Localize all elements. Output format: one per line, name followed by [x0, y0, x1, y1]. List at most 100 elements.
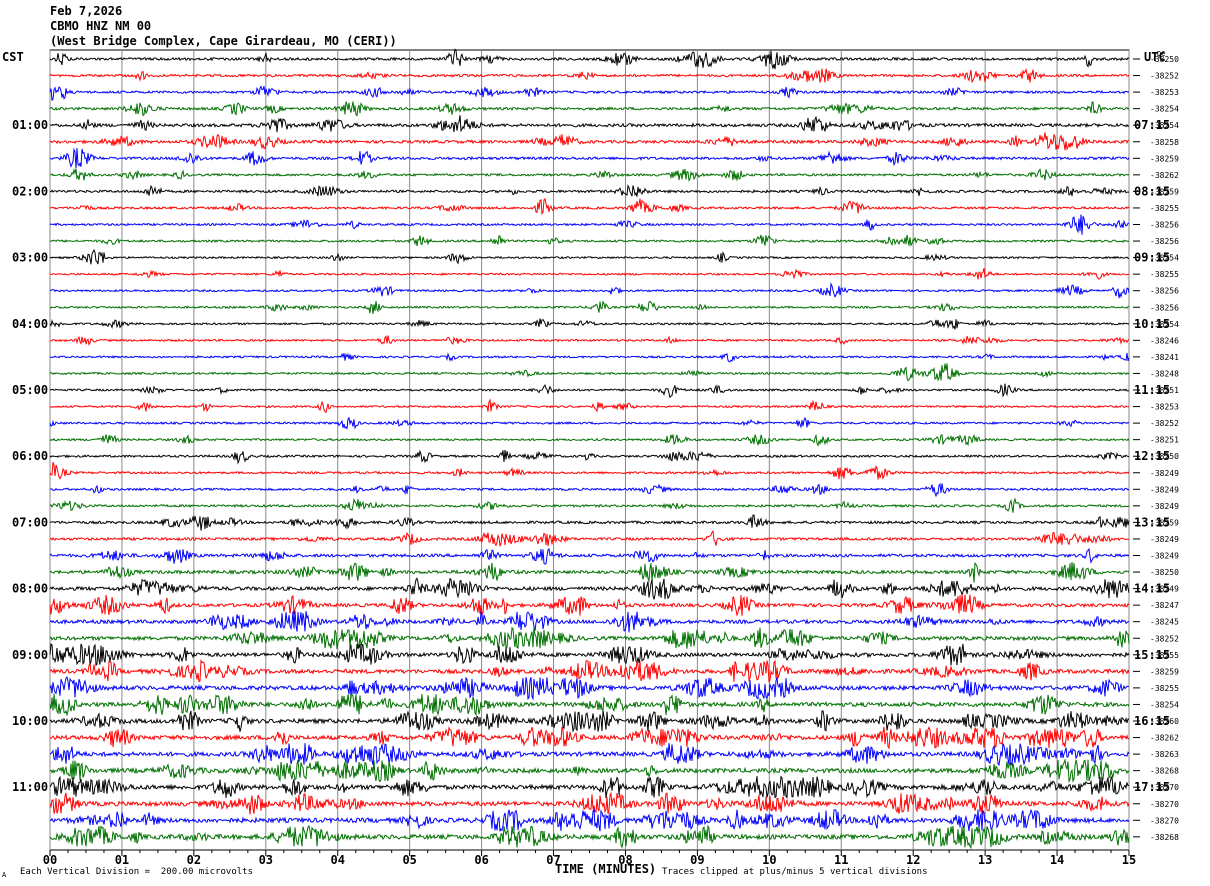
- right-hour-label: 10:15: [1134, 317, 1170, 331]
- dc-offset-label: -38246: [1150, 336, 1179, 345]
- seismic-trace: [49, 147, 1130, 169]
- left-hour-label: 07:00: [12, 515, 48, 529]
- plot-frame: [49, 49, 1130, 851]
- seismic-trace: [49, 774, 1130, 799]
- header-date: Feb 7,2026: [50, 4, 123, 18]
- seismic-trace: [49, 300, 1130, 315]
- right-hour-label: 13:15: [1134, 515, 1170, 529]
- seismic-trace: [49, 335, 1130, 346]
- seismic-trace: [49, 643, 1130, 667]
- seismic-trace: [49, 101, 1130, 117]
- right-hour-label: 08:15: [1134, 184, 1170, 198]
- seismic-trace: [49, 248, 1130, 265]
- x-tick-label: 00: [43, 853, 57, 867]
- seismic-trace: [49, 383, 1129, 399]
- seismic-trace: [49, 167, 1130, 182]
- x-tick-label: 09: [690, 853, 704, 867]
- seismic-trace: [49, 577, 1130, 600]
- header-location: (West Bridge Complex, Cape Girardeau, MO…: [50, 34, 397, 48]
- x-tick-label: 13: [978, 853, 992, 867]
- dc-offset-label: -38249: [1150, 535, 1179, 544]
- left-hour-label: 11:00: [12, 780, 48, 794]
- right-hour-label: 11:15: [1134, 383, 1170, 397]
- left-timezone: CST: [2, 50, 24, 64]
- dc-offset-label: -38256: [1150, 287, 1179, 296]
- dc-offset-label: -38262: [1150, 734, 1179, 743]
- dc-offset-label: -38249: [1150, 469, 1179, 478]
- left-hour-label: 02:00: [12, 184, 48, 198]
- x-axis-title: TIME (MINUTES): [555, 862, 657, 876]
- dc-offset-label: -38255: [1150, 684, 1179, 693]
- dc-offset-label: -38259: [1150, 154, 1179, 163]
- left-hour-label: 06:00: [12, 449, 48, 463]
- dc-offset-label: -38245: [1150, 618, 1179, 627]
- right-hour-label: 12:15: [1134, 449, 1170, 463]
- seismic-trace: [49, 482, 1130, 498]
- dc-offset-label: -38258: [1150, 138, 1179, 147]
- x-tick-label: 14: [1050, 853, 1064, 867]
- seismic-trace: [49, 561, 1130, 583]
- dc-offset-label: -38250: [1150, 55, 1179, 64]
- right-hour-label: 07:15: [1134, 118, 1170, 132]
- x-tick-label: 03: [259, 853, 273, 867]
- left-hour-label: 05:00: [12, 383, 48, 397]
- seismic-trace: [49, 197, 1130, 215]
- dc-offset-label: -38250: [1150, 568, 1179, 577]
- dc-offset-label: -38260: [1150, 717, 1179, 726]
- dc-offset-label: -38248: [1150, 369, 1179, 378]
- clip-note: Traces clipped at plus/minus 5 vertical …: [662, 867, 928, 877]
- seismic-trace: [49, 48, 1130, 70]
- seismic-trace: [49, 743, 1130, 767]
- x-tick-label: 04: [331, 853, 345, 867]
- right-hour-label: 16:15: [1134, 714, 1170, 728]
- dc-offset-label: -38253: [1150, 403, 1179, 412]
- seismic-trace: [49, 610, 1130, 633]
- dc-offset-label: -38259: [1150, 187, 1179, 196]
- right-hour-label: 17:15: [1134, 780, 1170, 794]
- dc-offset-label: -38256: [1150, 303, 1179, 312]
- seismic-trace: [49, 398, 1130, 414]
- seismic-trace: [49, 758, 1130, 783]
- x-tick-label: 01: [115, 853, 129, 867]
- seismic-trace: [49, 824, 1130, 850]
- x-tick-label: 11: [834, 853, 848, 867]
- x-tick-label: 02: [187, 853, 201, 867]
- left-hour-label: 08:00: [12, 582, 48, 596]
- dc-offset-label: -38254: [1150, 105, 1179, 114]
- seismic-trace: [49, 693, 1130, 717]
- dc-offset-label: -38255: [1150, 270, 1179, 279]
- seismic-trace: [49, 318, 1130, 330]
- x-tick-label: 08: [618, 853, 632, 867]
- dc-offset-label: -38241: [1150, 353, 1179, 362]
- dc-offset-label: -38256: [1150, 237, 1179, 246]
- seismic-trace: [50, 234, 1130, 247]
- seismic-trace: [49, 514, 1130, 531]
- dc-offset-label: -38247: [1150, 601, 1179, 610]
- seismic-trace: [49, 363, 1130, 382]
- x-tick-label: 15: [1122, 853, 1136, 867]
- seismic-trace: [49, 115, 1130, 133]
- dc-offset-label: -38270: [1150, 783, 1179, 792]
- seismic-trace: [49, 791, 1130, 815]
- seismic-trace: [49, 433, 1130, 447]
- x-tick-label: 12: [906, 853, 920, 867]
- dc-offset-label: -38256: [1150, 221, 1179, 230]
- seismic-trace: [49, 497, 1130, 513]
- scale-note: Each Vertical Division = 200.00 microvol…: [20, 867, 253, 877]
- seismic-trace: [49, 547, 1130, 565]
- dc-header: DC: [1157, 50, 1165, 58]
- dc-offset-label: -38259: [1150, 667, 1179, 676]
- dc-offset-label: -38251: [1150, 386, 1179, 395]
- dc-offset-label: -38250: [1150, 452, 1179, 461]
- x-tick-label: 07: [546, 853, 560, 867]
- dc-offset-label: -38263: [1150, 750, 1179, 759]
- dc-offset-label: -38262: [1150, 171, 1179, 180]
- dc-offset-label: -38249: [1150, 585, 1179, 594]
- seismic-trace: [49, 676, 1130, 701]
- dc-offset-label: -38259: [1150, 518, 1179, 527]
- seismic-trace: [49, 352, 1130, 363]
- right-timezone: UTC: [1144, 50, 1166, 64]
- dc-offset-label: -38253: [1150, 88, 1179, 97]
- dc-offset-label: -38254: [1150, 121, 1179, 130]
